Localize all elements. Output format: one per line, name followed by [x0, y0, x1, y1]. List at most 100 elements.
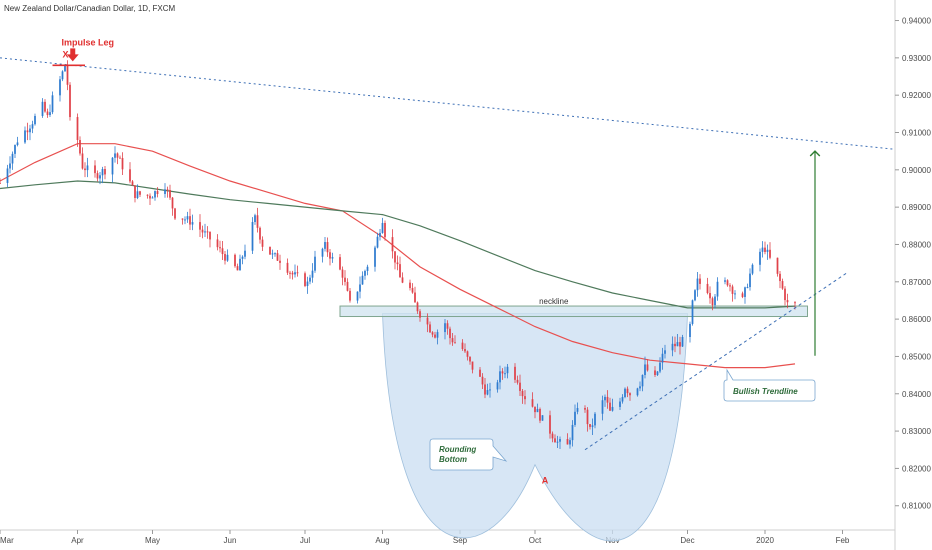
rounding-bottom-shape[interactable]: [382, 313, 688, 542]
candle-body: [716, 281, 719, 297]
candle-body: [61, 71, 64, 80]
candle: [621, 394, 624, 404]
price-axis[interactable]: 0.81000 0.82000 0.83000 0.84000 0.85000 0.860…: [895, 17, 931, 511]
candle: [734, 290, 736, 300]
candle-body: [189, 216, 191, 225]
candle-body: [96, 173, 99, 179]
candle-body: [429, 324, 431, 333]
time-tick-label: Dec: [680, 536, 694, 545]
candle: [504, 366, 506, 379]
candle: [326, 237, 329, 257]
candle-body: [729, 285, 731, 287]
candle-body: [764, 247, 766, 252]
candle: [296, 265, 299, 277]
candle: [519, 374, 521, 397]
candle: [696, 271, 699, 297]
candle: [481, 373, 484, 389]
candle: [426, 313, 429, 333]
candle-body: [219, 247, 221, 249]
candle: [399, 256, 401, 278]
candle: [171, 197, 174, 216]
candle-body: [541, 415, 544, 421]
time-tick-label: 2020: [756, 536, 774, 545]
candle: [714, 293, 716, 309]
rounding-bottom-callout[interactable]: Rounding Bottom: [429, 438, 508, 471]
candle: [451, 333, 454, 346]
time-tick-label: Feb: [836, 536, 850, 545]
candle-body: [381, 222, 384, 233]
point-x-label: X: [63, 49, 69, 59]
bullish-trendline[interactable]: [584, 272, 848, 451]
candle-body: [471, 361, 474, 370]
impulse-down-arrow-icon: [66, 48, 79, 62]
candle-body: [419, 311, 421, 318]
candle-body: [289, 272, 291, 274]
moving-average-fast[interactable]: [0, 143, 796, 369]
candle-body: [254, 215, 256, 223]
candle: [44, 99, 46, 113]
candle-body: [646, 364, 649, 371]
candle: [76, 113, 79, 147]
candle: [166, 186, 169, 198]
candle-body: [699, 278, 701, 284]
candle-body: [321, 248, 324, 257]
candle: [641, 374, 644, 392]
candle-body: [224, 254, 226, 261]
time-tick-label: Apr: [71, 536, 84, 545]
candle: [724, 277, 726, 285]
bullish-trendline-callout[interactable]: Bullish Trendline: [723, 368, 816, 402]
candle: [531, 392, 534, 408]
candle: [524, 390, 526, 405]
candle-body: [554, 438, 556, 443]
time-tick-label: Jun: [224, 536, 237, 545]
candle: [569, 437, 571, 449]
candle-body: [356, 291, 359, 301]
candle: [764, 241, 766, 255]
price-tick-label: 0.85000: [902, 352, 931, 361]
candle: [69, 82, 71, 121]
candle-body: [324, 242, 326, 249]
candle-body: [621, 397, 624, 402]
candle-body: [461, 342, 464, 350]
candle: [776, 257, 779, 277]
candle: [361, 271, 364, 285]
neckline-zone[interactable]: [339, 305, 808, 318]
candle: [271, 249, 274, 259]
candle-body: [451, 338, 454, 343]
candle-body: [454, 342, 456, 344]
candle: [116, 152, 119, 165]
candle: [309, 274, 311, 285]
candle-body: [644, 364, 646, 376]
candle: [484, 378, 486, 399]
rounding-bottom-line2: Bottom: [439, 455, 467, 464]
candle-body: [464, 349, 466, 352]
candle-body: [751, 264, 754, 274]
candle-body: [274, 253, 276, 255]
candle: [469, 356, 471, 365]
candle-body: [694, 290, 696, 301]
candle: [374, 245, 376, 272]
candle-body: [559, 439, 561, 442]
candle: [341, 266, 344, 286]
candle: [131, 180, 134, 186]
candle-body: [121, 158, 124, 170]
candle-body: [236, 266, 239, 271]
candle: [551, 431, 554, 443]
candle-body: [226, 254, 229, 261]
candle: [41, 98, 44, 118]
candle-body: [256, 215, 259, 228]
candle-body: [499, 371, 501, 383]
candle: [646, 359, 649, 372]
candle: [586, 407, 589, 432]
candle: [219, 240, 221, 253]
moving-average-slow[interactable]: [0, 180, 796, 309]
candle-body: [691, 300, 694, 324]
candle-body: [444, 323, 446, 333]
candle-body: [276, 253, 279, 261]
candle-body: [244, 250, 246, 257]
candle-body: [311, 270, 314, 278]
candle: [644, 356, 646, 379]
candle: [711, 296, 714, 311]
candle-body: [239, 258, 241, 271]
